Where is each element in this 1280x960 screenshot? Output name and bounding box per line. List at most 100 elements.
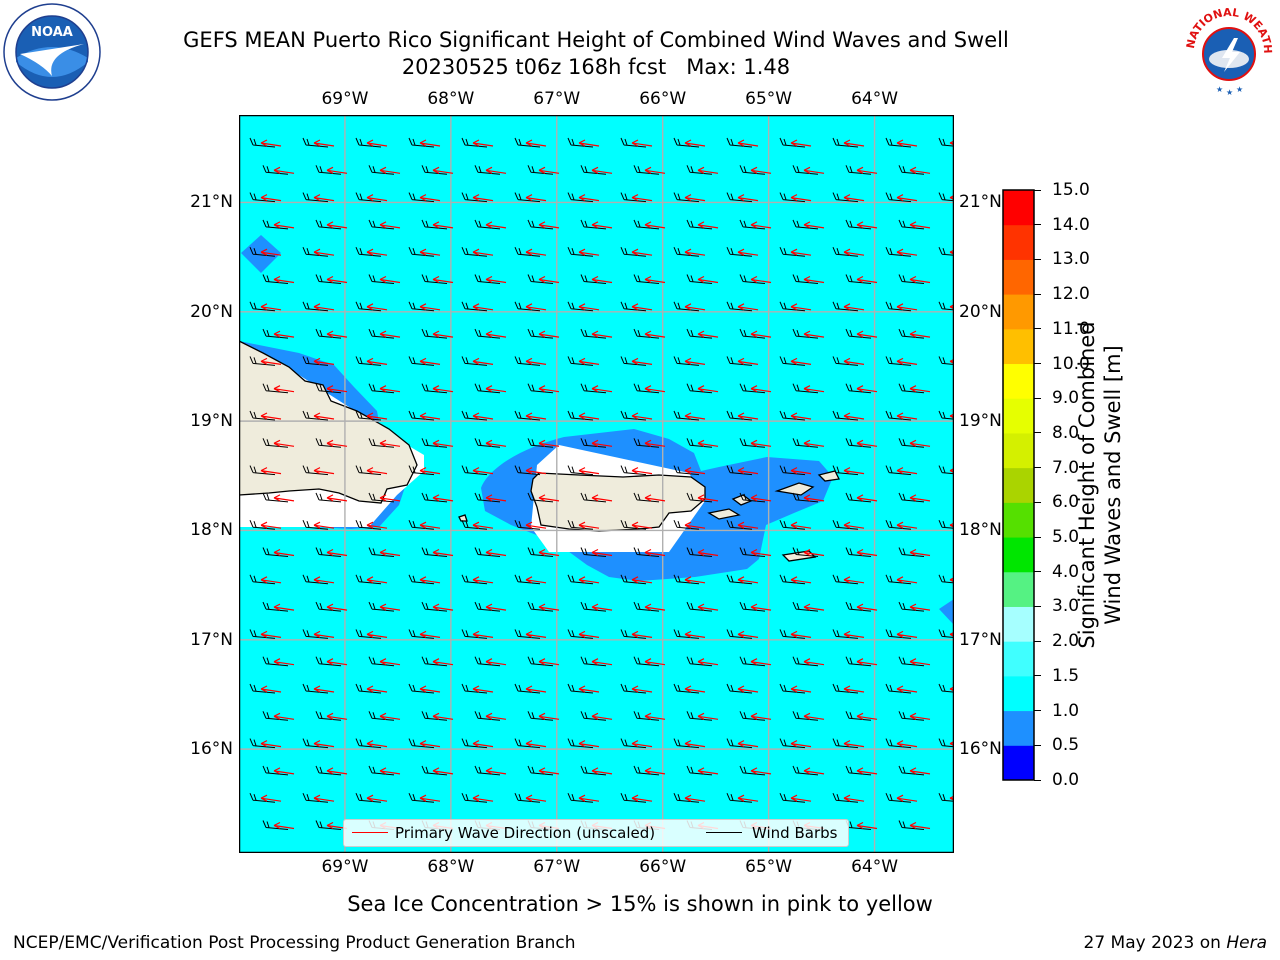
- wave-arrow: [644, 385, 666, 393]
- wind-barb: [249, 301, 276, 312]
- wind-barb: [567, 465, 594, 476]
- wind-barb: [368, 165, 395, 175]
- wave-arrow: [896, 194, 918, 202]
- wave-arrow: [326, 767, 348, 775]
- vieques: [707, 508, 741, 520]
- wave-arrow: [273, 330, 295, 338]
- wave-arrow: [803, 385, 825, 393]
- wave-arrow: [856, 439, 878, 447]
- wind-barb: [885, 683, 912, 694]
- wind-barb: [673, 301, 700, 312]
- wave-arrow: [843, 194, 865, 202]
- wave-arrow: [432, 385, 454, 393]
- wave-arrow: [856, 712, 878, 720]
- wind-barb: [620, 301, 647, 312]
- wave-arrow: [260, 357, 282, 365]
- wind-barb: [779, 629, 806, 639]
- wind-barb: [792, 383, 819, 394]
- wind-barb: [739, 438, 766, 448]
- wave-arrow: [326, 330, 348, 338]
- wave-arrow: [909, 767, 931, 775]
- wave-arrow: [896, 576, 918, 584]
- lon-label-bottom: 69°W: [321, 857, 369, 877]
- wind-barb: [845, 711, 872, 721]
- wind-barb: [779, 410, 806, 421]
- wind-barb: [620, 520, 647, 530]
- wave-arrow: [684, 248, 706, 256]
- wave-arrow: [843, 630, 865, 638]
- wave-arrow: [896, 303, 918, 311]
- wind-barb: [514, 410, 541, 421]
- wave-arrow: [856, 658, 878, 666]
- wave-arrow: [260, 740, 282, 748]
- colorbar: [1002, 189, 1035, 781]
- wave-arrow: [697, 385, 719, 393]
- colorbar-tick-label: 1.5: [1052, 665, 1080, 686]
- wind-barb: [832, 520, 859, 530]
- wave-arrow: [419, 194, 441, 202]
- wave-arrow: [260, 139, 282, 147]
- wind-barb: [633, 438, 660, 448]
- wave-arrow: [578, 740, 600, 748]
- colorbar-title-line2: Wind Waves and Swell [m]: [1101, 345, 1125, 625]
- wind-barb: [832, 137, 859, 148]
- wind-barb: [368, 383, 395, 394]
- wave-arrow: [909, 548, 931, 557]
- wind-barb: [408, 192, 435, 203]
- wind-barb: [779, 793, 806, 803]
- wind-barb: [792, 547, 819, 557]
- wind-barb: [262, 601, 289, 612]
- lon-label-bottom: 67°W: [533, 857, 581, 877]
- wave-arrow: [896, 685, 918, 693]
- wave-arrow: [326, 658, 348, 666]
- wave-arrow: [260, 521, 282, 529]
- wind-barb: [673, 410, 700, 421]
- wind-barb: [686, 383, 713, 394]
- wave-arrow: [273, 494, 295, 502]
- wind-barb: [302, 137, 329, 148]
- wave-arrow: [803, 658, 825, 666]
- wave-arrow: [419, 740, 441, 748]
- wave-arrow: [684, 521, 706, 529]
- wind-barb: [633, 711, 660, 721]
- wave-arrow: [631, 412, 653, 420]
- colorbar-segment: [1003, 502, 1034, 538]
- nws-logo-icon: NATIONAL WEATHER SERVICE ★ ★ ★: [1176, 0, 1278, 100]
- wind-barb: [527, 547, 554, 557]
- wind-barb: [686, 765, 713, 776]
- wave-arrow: [644, 712, 666, 720]
- wave-arrow: [750, 767, 772, 775]
- wind-barb: [832, 301, 859, 312]
- wind-barb: [567, 793, 594, 803]
- wave-arrow: [896, 139, 918, 147]
- wave-arrow: [684, 357, 706, 365]
- colorbar-segment: [1003, 224, 1034, 260]
- wave-arrow: [472, 303, 494, 311]
- colorbar-segment: [1003, 571, 1034, 607]
- wind-barb: [633, 765, 660, 776]
- wind-barb: [898, 438, 925, 448]
- lon-label-top: 66°W: [639, 89, 687, 109]
- wind-barb: [845, 765, 872, 776]
- wind-barb: [898, 601, 925, 612]
- wave-arrow: [578, 194, 600, 202]
- wind-barb: [368, 601, 395, 612]
- wind-barb: [262, 219, 289, 230]
- wind-barb: [898, 219, 925, 230]
- wind-barb: [474, 219, 501, 230]
- wave-arrow: [803, 603, 825, 611]
- wind-barb: [368, 656, 395, 667]
- wave-arrow: [419, 685, 441, 693]
- wind-barb: [302, 301, 329, 312]
- wave-arrow: [750, 603, 772, 611]
- wind-barb: [792, 219, 819, 230]
- wind-barb: [686, 547, 713, 557]
- wave-arrow: [313, 521, 335, 529]
- lat-label-right: 20°N: [959, 301, 1002, 322]
- wave-arrow: [790, 412, 812, 420]
- wave-arrow: [538, 275, 560, 284]
- wind-barb: [885, 247, 912, 257]
- wind-barb: [580, 601, 607, 612]
- wind-barb: [832, 192, 859, 203]
- wind-barb: [514, 465, 541, 476]
